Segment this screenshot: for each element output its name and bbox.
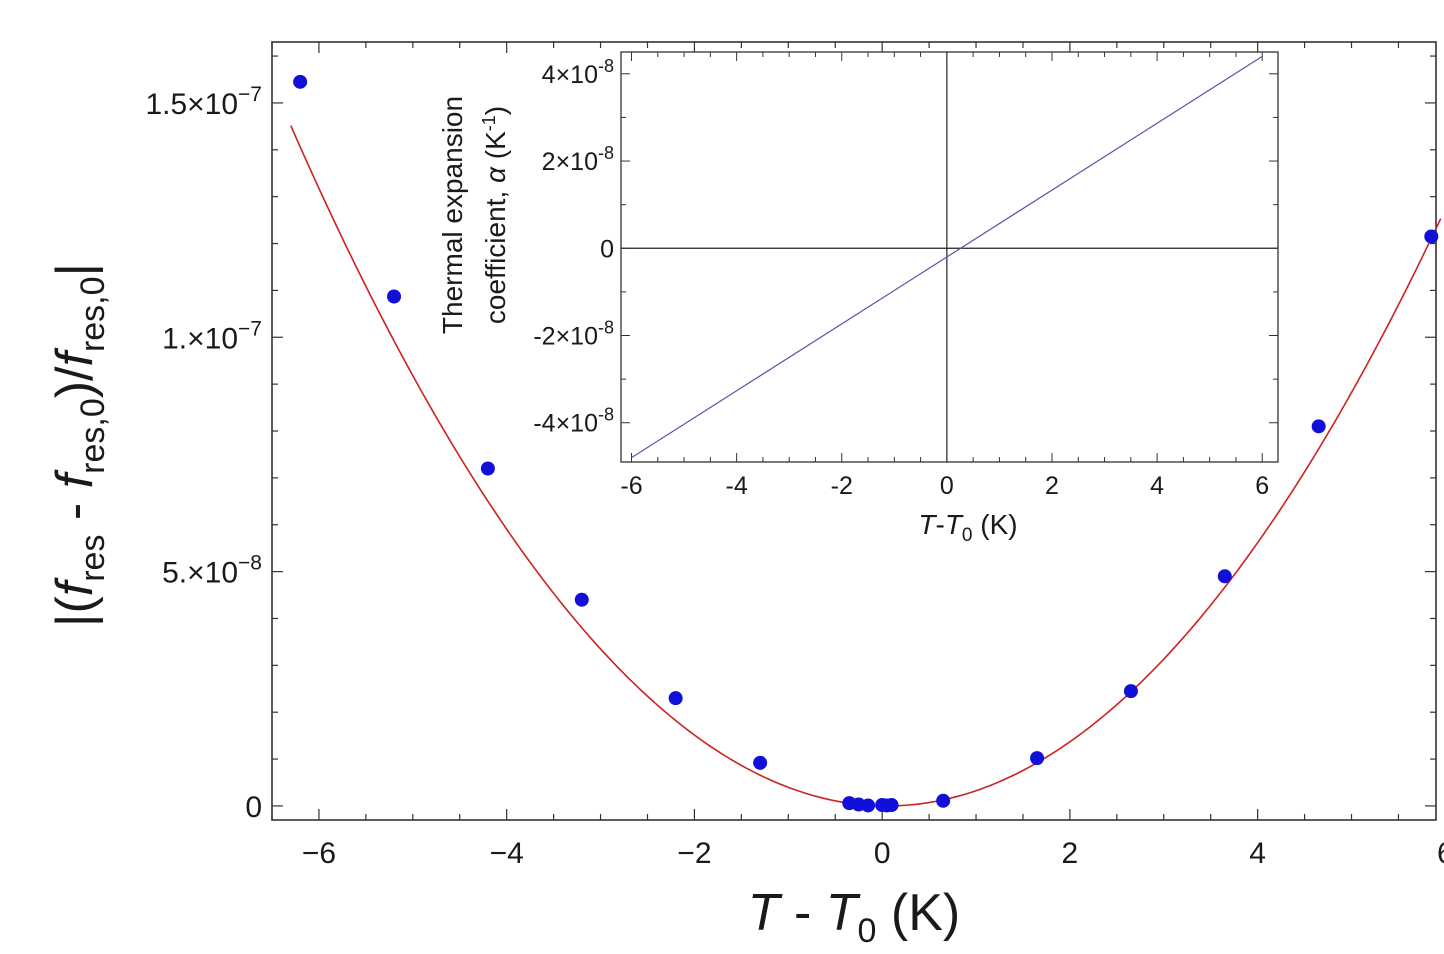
data-points-group — [293, 74, 1439, 813]
main-plot: −6 −4 −2 0 2 4 6 0 5.×10−8 1.×10−7 1.5×10−7 T - T… — [46, 41, 1444, 950]
inset-y-title-unit-exp: -1 — [479, 115, 499, 131]
main-x-tick-label: 2 — [1062, 837, 1079, 870]
main-y-title-sub1: res — [74, 535, 112, 582]
main-y-tick-label: 1.×10−7 — [162, 317, 262, 355]
inset-y-title-text: coefficient, — [480, 183, 511, 324]
main-y-title-bar-end: | — [46, 263, 104, 277]
inset-x-title-T0: T — [945, 509, 964, 540]
inset-y-title-unit-open: (K — [480, 131, 511, 167]
inset-x-tick-label: 4 — [1150, 472, 1164, 500]
inset-y-tick-labels: -4×10-8 -2×10-8 0 2×10-8 4×10-8 — [533, 56, 614, 438]
inset-y-tick-label: 2×10-8 — [542, 143, 614, 176]
inset-x-tick-label: -4 — [726, 472, 748, 500]
main-x-tick-label: 0 — [874, 837, 891, 870]
data-point — [1311, 419, 1326, 434]
data-point — [861, 798, 876, 813]
data-point — [753, 755, 768, 770]
inset-y-axis-title-line1: Thermal expansion — [437, 96, 468, 334]
main-x-tick-label: −2 — [677, 837, 711, 870]
inset-y-tick-label: -4×10-8 — [533, 405, 614, 438]
main-y-title-close: )/ — [46, 366, 104, 398]
data-point — [936, 793, 951, 808]
main-x-title-dash: - — [780, 884, 826, 942]
main-y-tick-labels: 0 5.×10−8 1.×10−7 1.5×10−7 — [145, 83, 262, 824]
main-x-tick-label: 6 — [1437, 837, 1444, 870]
data-point — [1030, 751, 1045, 766]
main-y-title-f1: f — [46, 577, 104, 596]
inset-y-title-unit-close: ) — [480, 106, 511, 115]
inset-series-line — [631, 55, 1263, 459]
inset-x-title-sub: 0 — [962, 525, 973, 546]
data-point — [387, 289, 402, 304]
main-y-axis-title: |(fres - fres,0)/fres,0| — [46, 263, 112, 627]
main-y-tick-label: 5.×10−8 — [162, 552, 262, 590]
inset-y-axis-title-line2: coefficient, α (K-1) — [479, 106, 511, 324]
data-point — [480, 461, 495, 476]
main-x-title-T0: T — [826, 884, 861, 942]
main-y-title-minus: - — [46, 488, 104, 534]
inset-x-tick-labels: -6 -4 -2 0 2 4 6 — [620, 472, 1269, 500]
main-x-tick-label: −6 — [302, 837, 336, 870]
main-tick-marks — [271, 42, 1436, 820]
inset-tick-marks — [621, 52, 1278, 462]
main-x-tick-label: −4 — [490, 837, 524, 870]
inset-x-axis-title: T-T0 (K) — [918, 509, 1017, 546]
inset-plot: -6 -4 -2 0 2 4 6 -4×10-8 -2×10-8 0 2×10-8 4×10-8 T… — [437, 51, 1279, 546]
main-x-axis-title: T - T0 (K) — [748, 884, 960, 950]
main-x-title-T: T — [748, 884, 783, 942]
inset-x-tick-label: -6 — [620, 472, 642, 500]
main-y-tick-label: 0 — [245, 791, 262, 824]
main-y-tick-label: 1.5×10−7 — [145, 83, 262, 121]
inset-x-tick-label: 6 — [1255, 472, 1269, 500]
main-y-title-f3: f — [46, 348, 104, 367]
data-point — [574, 592, 589, 607]
inset-y-tick-label: 0 — [600, 235, 614, 263]
data-point — [293, 74, 308, 89]
inset-x-tick-label: 2 — [1045, 472, 1059, 500]
data-point — [1424, 229, 1439, 244]
main-x-title-unit: (K) — [876, 884, 960, 942]
inset-y-title-alpha: α — [480, 166, 511, 183]
inset-x-title-dash: - — [935, 509, 944, 540]
data-point — [1123, 684, 1138, 699]
data-point — [668, 691, 683, 706]
inset-x-title-unit: (K) — [973, 509, 1018, 540]
main-y-title-f2: f — [46, 469, 104, 488]
main-x-title-sub: 0 — [858, 912, 877, 950]
main-x-tick-labels: −6 −4 −2 0 2 4 6 — [302, 837, 1444, 870]
inset-plot-frame — [620, 51, 1279, 463]
inset-background — [621, 52, 1278, 462]
data-point — [884, 798, 899, 813]
inset-x-title-T: T — [918, 509, 937, 540]
inset-y-tick-label: -2×10-8 — [533, 318, 614, 351]
inset-x-tick-label: 0 — [940, 472, 954, 500]
main-y-title-bar: | — [46, 614, 104, 628]
main-x-tick-label: 4 — [1249, 837, 1266, 870]
data-point — [1217, 569, 1232, 584]
main-y-title-sub2: res,0 — [74, 398, 112, 474]
inset-x-tick-label: -2 — [831, 472, 853, 500]
inset-y-tick-label: 4×10-8 — [542, 56, 614, 89]
main-y-title-sub3: res,0 — [74, 276, 112, 352]
inset-series-group — [631, 55, 1263, 459]
main-y-title-open: ( — [46, 596, 104, 614]
